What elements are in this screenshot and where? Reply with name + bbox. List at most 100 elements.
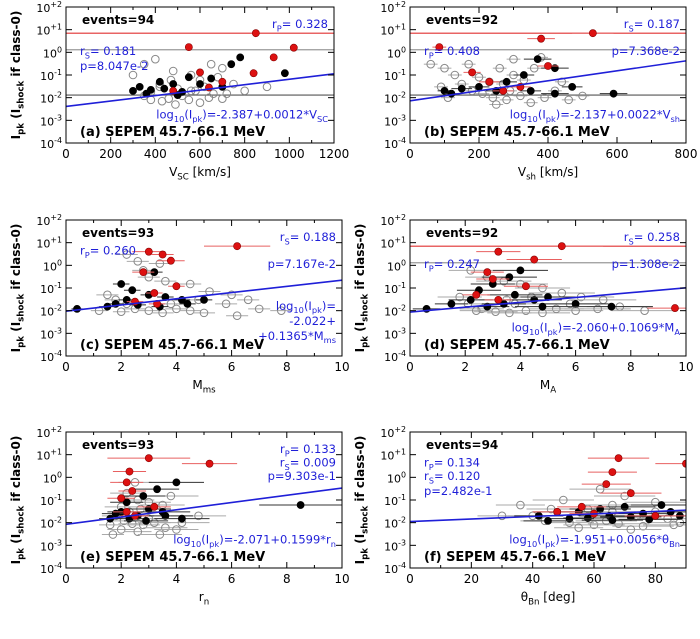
y-tick-label: 10-4 [384,136,406,151]
y-tick-label: 10+1 [380,448,406,463]
data-point-red [205,459,214,468]
events-count: events=94 [82,13,154,27]
data-point-open [166,491,176,501]
x-tick-label: 10 [334,360,349,374]
y-tick-label: 10+1 [36,236,62,251]
data-point-open [171,100,180,109]
data-point-red [144,247,153,256]
data-point-open [133,527,143,536]
y-axis-label-group: Ipk (Ishock if class-0) [9,11,27,140]
data-point-black [169,80,178,88]
fit-line [66,73,334,108]
data-point-red [608,468,617,477]
x-tick-label: 6 [572,360,580,374]
data-point-red [122,478,131,487]
fit-line [66,487,342,526]
data-point-black [666,507,675,516]
data-point-black [172,478,181,487]
data-point-open [128,70,138,80]
data-point-open [172,304,181,314]
data-point-red [614,454,623,463]
chart-panel-6: 0 20 40 60 80 10-4 10-3 10-2 10-1 100 10+1 10+2 Ipk … [353,425,687,608]
y-tick-label: 10-2 [384,516,406,531]
data-point-open [564,95,574,105]
fit-equation: -2.022+ [289,314,336,328]
y-tick-label: 10-2 [40,516,62,531]
y-tick-label: 10-3 [384,113,406,128]
data-point-red [144,454,153,463]
data-point-red [269,53,278,62]
y-tick-label: 100 [43,470,62,485]
x-tick-label: 40 [525,572,540,586]
data-point-red [494,295,503,304]
data-point-black [184,73,193,82]
data-point-red [184,43,193,52]
y-tick-label: 10+2 [36,0,62,15]
y-tick-label: 10-3 [40,538,62,553]
data-point-open [108,530,118,539]
data-point-black [236,53,245,62]
data-point-red [289,43,298,52]
data-point-black [609,89,618,98]
y-tick-label: 100 [43,258,62,273]
data-point-black [502,77,511,86]
x-tick-label: 1200 [319,147,350,161]
x-tick-label: 800 [233,147,256,161]
panel-label: (b) SEPEM 45.7-66.1 MeV [424,125,610,140]
data-point-open [455,292,464,302]
data-point-open [276,306,286,315]
data-point-red [651,511,660,520]
data-point-black [280,69,289,78]
data-point-black [207,74,216,83]
data-point-black [447,299,456,308]
fit-equation: log10(Ipk)=-2.137+0.0022*Vsh [510,108,680,124]
data-point-red [172,282,181,291]
data-point-black [196,80,204,88]
y-tick-label: 100 [387,470,406,485]
y-axis-label-group: Ipk (Ishock if class-0) [9,436,27,565]
data-point-open [440,63,449,73]
data-point-open [155,530,165,539]
data-point-black [129,86,137,95]
fit-equation: +0.1365*Mms [258,329,336,345]
data-point-open [172,525,181,534]
y-tick-label: 10-4 [40,349,62,364]
data-point-open [185,279,195,289]
data-point-black [457,84,466,93]
data-point-red [166,256,175,265]
data-point-black [200,295,208,304]
data-point-open [232,311,242,320]
chart-panel-4: 0 2 4 6 8 10 10-4 10-3 10-2 10-1 100 10+1 10+2 Ipk (I… [353,213,694,396]
x-tick-label: 0 [406,360,414,374]
data-point-open [161,523,170,532]
data-point-red [485,77,494,86]
fit-line [410,286,686,313]
stat-value: p=9.303e-1 [268,469,336,483]
x-tick-label: 8 [627,360,635,374]
y-tick-label: 10-4 [384,349,406,364]
data-point-black [296,501,305,509]
data-point-red [682,459,686,468]
data-point-open [133,257,143,266]
data-point-black [117,280,126,288]
data-point-red [537,34,545,43]
chart-panel-2: 0 200 400 600 800 10-4 10-3 10-2 10-1 100 10+1 10+2… [380,0,697,183]
data-point-open [254,304,264,314]
data-point-open [516,500,525,510]
x-tick-label: 0 [406,147,414,161]
data-point-open [509,54,518,64]
data-point-black [657,501,666,509]
y-axis-label-group: Ipk (Ishock if class-0) [9,224,27,353]
data-point-open [209,89,218,98]
x-tick-label: 2 [117,360,125,374]
data-point-open [426,59,436,69]
y-tick-label: 10-3 [40,113,62,128]
data-point-open [229,79,238,89]
stat-value: rP= 0.133 [280,442,336,458]
data-point-red [249,69,258,78]
stat-value: rS= 0.258 [624,230,680,246]
data-point-open [450,70,460,80]
data-point-open [194,511,203,521]
plot-area [66,454,342,539]
